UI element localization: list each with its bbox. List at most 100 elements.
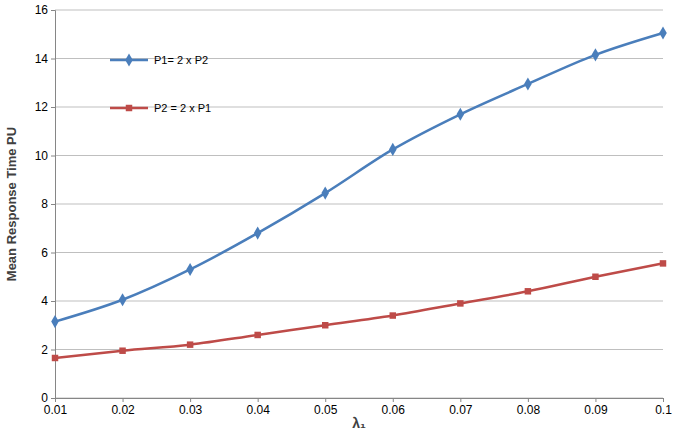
chart: 02468101214160.010.020.030.040.050.060.0… [0,0,674,432]
series-marker [187,341,193,347]
x-tick: 0.01 [44,398,68,417]
x-tick-label: 0.04 [246,403,270,417]
series-marker [457,300,463,306]
x-axis: 0.01 0.02 0.03 0.04 0.05 0.06 0.07 0.08 0.09 0.1 [44,398,672,417]
x-tick-label: 0.09 [584,403,608,417]
y-tick-mark [51,204,55,205]
y-tick-label: 14 [35,52,49,66]
legend-label: P1= 2 x P2 [154,54,208,66]
series-marker [659,26,667,39]
x-tick: 0.1 [655,398,672,417]
x-tick-mark [663,398,664,402]
y-tick-mark [51,59,55,60]
legend-label: P2 = 2 x P1 [154,102,211,114]
y-tick-mark [51,398,55,399]
x-tick: 0.04 [246,398,270,417]
x-tick-label: 0.07 [449,403,473,417]
x-tick: 0.03 [179,398,203,417]
grid [55,10,663,398]
legend-marker [126,105,132,111]
legend-item: P2 = 2 x P1 [110,102,211,114]
x-tick: 0.06 [382,398,406,417]
x-tick-mark [55,398,56,402]
y-tick-mark [51,107,55,108]
y-axis: 0246810121416 [35,3,56,405]
series-line [55,263,663,358]
y-tick: 6 [41,246,55,260]
x-tick-label: 0.05 [314,403,338,417]
series-line [55,33,663,322]
series-marker [525,288,531,294]
grid-line [55,58,663,59]
y-tick-label: 2 [41,343,48,357]
series-marker [457,108,465,121]
y-tick-mark [51,253,55,254]
x-tick-mark [393,398,394,402]
y-tick: 4 [41,294,55,308]
grid-line [55,107,663,108]
x-tick-mark [123,398,124,402]
x-tick-label: 0.06 [382,403,406,417]
y-tick: 16 [35,3,55,17]
plot: 02468101214160.010.020.030.040.050.060.0… [35,3,673,416]
x-tick: 0.02 [111,398,135,417]
y-tick: 8 [41,197,55,211]
x-tick-mark [190,398,191,402]
y-axis-line [51,11,56,399]
series-marker [389,143,397,156]
y-tick-label: 4 [41,294,48,308]
series-marker [322,322,328,328]
y-tick-label: 8 [41,197,48,211]
y-tick-label: 12 [35,100,49,114]
y-tick: 10 [35,149,55,163]
grid-line [55,301,663,302]
legend-item: P1= 2 x P2 [110,53,208,66]
series-marker [524,77,532,90]
legend: P1= 2 x P2 P2 = 2 x P1 [110,53,211,114]
y-tick: 12 [35,100,55,114]
series-marker [254,227,262,240]
x-tick: 0.05 [314,398,338,417]
series-marker [119,293,127,306]
series-marker [254,332,260,338]
y-tick-mark [51,301,55,302]
y-axis-title: Mean Response Time PU [4,127,19,281]
grid-line [55,10,663,11]
x-tick-label: 0.01 [44,403,68,417]
series-marker [51,315,59,328]
x-tick-mark [325,398,326,402]
y-tick-label: 16 [35,3,49,17]
x-tick: 0.08 [517,398,541,417]
y-tick-label: 10 [35,149,49,163]
grid-line [55,155,663,156]
series-marker [592,48,600,61]
series-marker [592,274,598,280]
x-tick-label: 0.08 [517,403,541,417]
x-tick-mark [258,398,259,402]
y-tick: 2 [41,343,55,357]
grid-line [55,252,663,253]
series-marker [186,263,194,276]
series-marker [321,187,329,200]
x-tick-mark [528,398,529,402]
x-tick-mark [460,398,461,402]
x-axis-line [56,399,664,403]
x-tick: 0.07 [449,398,473,417]
x-tick-label: 0.1 [655,403,672,417]
grid-line [55,204,663,205]
y-tick-mark [51,350,55,351]
series-marker [660,260,666,266]
y-tick-mark [51,10,55,11]
series-group [51,26,667,361]
x-tick: 0.09 [584,398,608,417]
legend-marker [125,53,133,66]
series-marker [390,312,396,318]
x-tick-label: 0.03 [179,403,203,417]
series-marker [52,355,58,361]
y-tick-mark [51,156,55,157]
x-axis-title: λ₁ [352,415,366,431]
y-tick: 14 [35,52,55,66]
x-tick-mark [595,398,596,402]
y-tick-label: 6 [41,246,48,260]
series-marker [119,347,125,353]
